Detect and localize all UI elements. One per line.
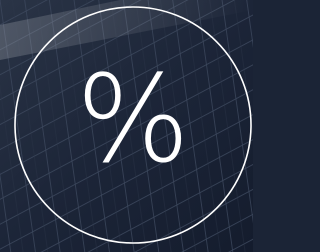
percent-symbol: % [76,51,190,190]
page: % (() => { const data = JSON.parse(docum… [0,0,253,252]
icon: % [0,0,253,252]
